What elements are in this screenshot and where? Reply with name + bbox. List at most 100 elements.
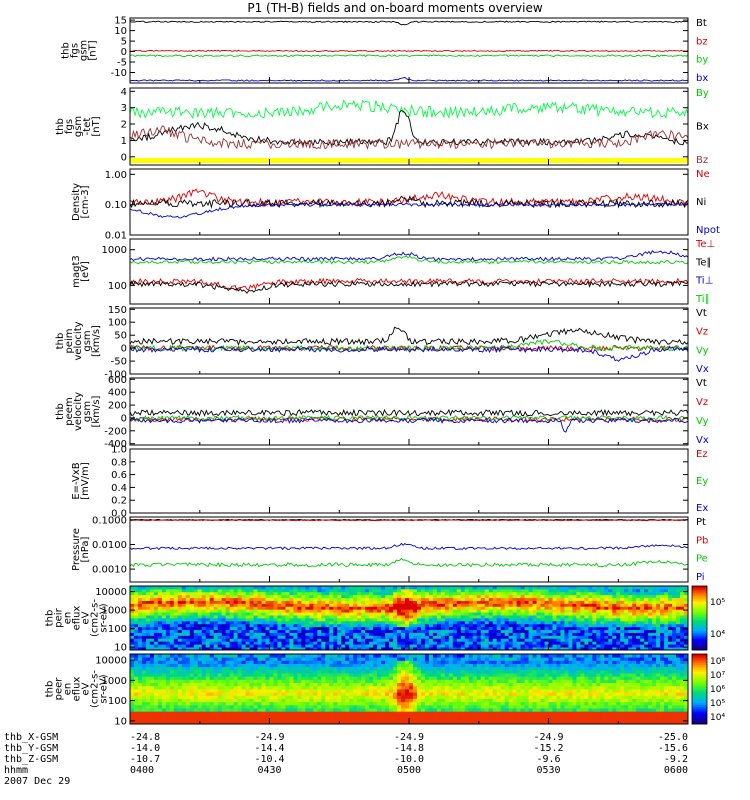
p9-cell	[205, 620, 211, 625]
p9-cell	[524, 603, 529, 607]
p9-cell	[373, 600, 378, 604]
p9-cell	[524, 635, 529, 639]
p9-cell	[672, 647, 677, 651]
p10-cell	[229, 666, 235, 671]
p9-cell	[444, 620, 450, 625]
p9-ylabel-line: peir	[53, 607, 64, 627]
p10-cell	[393, 666, 398, 671]
p10-cell	[205, 676, 211, 680]
p9-cell	[353, 620, 358, 625]
p9-cell	[393, 603, 398, 607]
p9-colorbar-step	[692, 635, 707, 638]
p9-cell	[161, 635, 167, 639]
p10-cell	[165, 666, 171, 671]
p9-cell	[580, 586, 585, 590]
p9-cell	[397, 620, 402, 625]
p9-cell	[189, 635, 195, 639]
p9-cell	[544, 612, 549, 616]
p10-cell	[181, 704, 187, 709]
p9-cell	[297, 632, 302, 636]
p9-cell	[337, 632, 342, 636]
p9-cell	[680, 600, 685, 604]
p9-cell	[241, 641, 246, 645]
p10-cell	[185, 714, 191, 719]
p9-cell	[369, 632, 374, 636]
p9-cell	[580, 591, 585, 596]
p9-cell	[652, 626, 657, 631]
p9-cell	[508, 644, 514, 648]
p9-cell	[313, 594, 318, 599]
p10-cell	[261, 711, 266, 715]
p9-cell	[397, 588, 402, 593]
p7-ylabel: E=-VxB[mV/m]	[71, 462, 91, 500]
p10-cell	[193, 685, 199, 690]
p10-cell	[169, 663, 175, 668]
p9-cell	[436, 647, 442, 651]
p6-ytick-label: -400	[104, 439, 127, 450]
p10-cell	[157, 714, 163, 719]
p10-cell	[293, 666, 298, 671]
p7-frame	[129, 448, 689, 514]
p9-cell	[405, 644, 410, 648]
p9-cell	[369, 606, 374, 610]
p10-cell	[145, 679, 151, 684]
p9-cell	[137, 588, 143, 593]
p10-cell	[217, 676, 223, 680]
p9-cell	[464, 641, 470, 645]
p9-cell	[161, 641, 167, 645]
p10-cell	[233, 708, 239, 712]
p10-cell	[401, 692, 406, 696]
p9-cell	[289, 586, 294, 590]
p10-cell	[341, 654, 346, 658]
p9-cell	[500, 635, 506, 639]
p10-cell	[233, 714, 239, 719]
p9-cell	[341, 612, 346, 616]
p9-cell	[472, 603, 478, 607]
p9-cell	[181, 618, 187, 622]
p9-cell	[612, 606, 617, 610]
p10-cell	[249, 679, 254, 684]
p10-cell	[189, 708, 195, 712]
p9-cell	[664, 594, 669, 599]
p10-cell	[197, 654, 203, 658]
p9-cell	[309, 632, 314, 636]
p9-cell	[389, 629, 394, 633]
p10-cell	[213, 701, 219, 706]
p9-cell	[317, 588, 322, 593]
p9-cell	[584, 620, 589, 625]
p9-cell	[572, 603, 577, 607]
p9-cell	[468, 594, 474, 599]
p9-cell	[568, 597, 573, 601]
p9-cell	[321, 606, 326, 610]
p9-cell	[636, 594, 641, 599]
p9-cell	[141, 620, 147, 625]
p10-cell	[130, 689, 135, 693]
p10-cell	[169, 714, 175, 719]
p9-cell	[369, 618, 374, 622]
p9-cell	[484, 623, 490, 628]
p9-cell	[664, 626, 669, 631]
p9-cell	[401, 626, 406, 631]
p9-cell	[377, 597, 382, 601]
p10-cell	[273, 720, 278, 725]
p9-cell	[576, 641, 581, 645]
p10-cell	[317, 666, 322, 671]
p9-cell	[153, 597, 159, 601]
p10-cell	[221, 663, 227, 668]
p10-cell	[345, 717, 350, 722]
p9-cell	[656, 618, 661, 622]
p9-cell	[672, 603, 677, 607]
p10-cell	[253, 704, 258, 709]
p9-cell	[289, 600, 294, 604]
p10-cell	[365, 676, 370, 680]
p10-cell	[177, 676, 183, 680]
p9-cell	[265, 594, 270, 599]
p9-cell	[672, 597, 677, 601]
p9-cell	[540, 609, 545, 613]
p9-cell	[488, 620, 494, 625]
p10-cell	[361, 666, 366, 671]
p9-cell	[552, 618, 557, 622]
p9-cell	[173, 618, 179, 622]
p10-cell	[221, 689, 227, 693]
p10-cell	[345, 711, 350, 715]
